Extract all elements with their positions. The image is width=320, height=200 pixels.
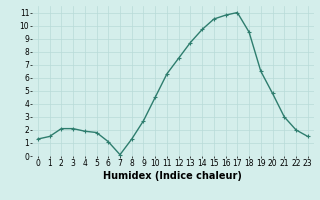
X-axis label: Humidex (Indice chaleur): Humidex (Indice chaleur) (103, 171, 242, 181)
